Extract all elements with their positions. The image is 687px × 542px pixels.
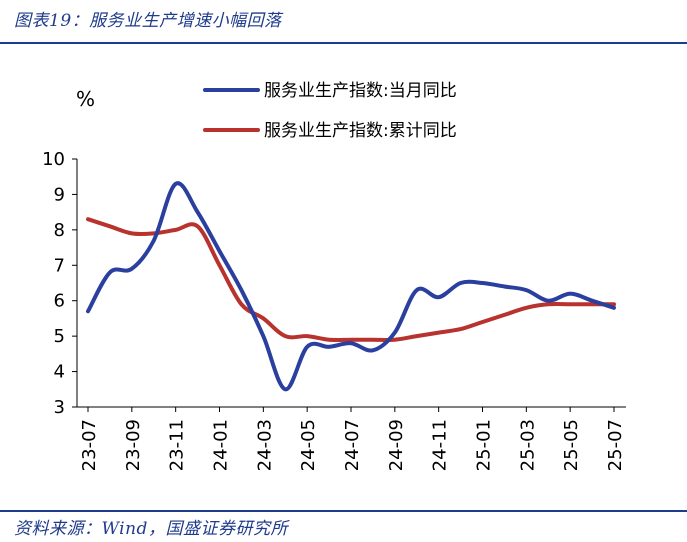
x-tick-label: 24-07 (342, 419, 363, 471)
x-tick-label: 24-03 (254, 419, 275, 471)
x-tick-label: 24-11 (430, 419, 451, 471)
y-tick-label: 10 (42, 149, 65, 170)
x-tick-label: 24-01 (211, 419, 232, 471)
y-tick-label: 7 (54, 255, 65, 276)
legend-label-monthly: 服务业生产指数:当月同比 (264, 81, 457, 101)
x-tick-label: 25-01 (474, 419, 495, 471)
x-tick-label: 24-09 (386, 419, 407, 471)
series-line-cumulative-yoy (86, 217, 616, 342)
series-line-monthly-yoy (86, 181, 616, 392)
chart-axes: 3 4 5 6 7 8 9 10 23-07 23-09 23-11 24-01 24-03 24-05 2… (42, 149, 626, 471)
x-tick-label: 24-05 (298, 419, 319, 471)
legend-label-cumulative: 服务业生产指数:累计同比 (264, 121, 457, 141)
y-tick-label: 4 (54, 362, 65, 383)
x-tick-label: 25-07 (605, 419, 626, 471)
x-tick-label: 23-11 (167, 419, 188, 471)
title-divider (0, 42, 687, 44)
source-divider (0, 510, 687, 512)
chart-series (86, 181, 616, 392)
x-tick-label: 25-05 (561, 419, 582, 471)
y-tick-label: 5 (54, 326, 65, 347)
y-tick-label: 9 (54, 184, 65, 205)
figure-title: 图表19：服务业生产增速小幅回落 (14, 11, 282, 31)
x-tick-label: 23-07 (79, 419, 100, 471)
y-tick-label: 6 (54, 291, 65, 312)
x-tick-label: 25-03 (517, 419, 538, 471)
source-note: 资料来源：Wind，国盛证券研究所 (14, 519, 288, 539)
y-unit-label: % (76, 87, 95, 111)
y-tick-label: 3 (54, 397, 65, 418)
y-tick-label: 8 (54, 220, 65, 241)
x-tick-label: 23-09 (123, 419, 144, 471)
